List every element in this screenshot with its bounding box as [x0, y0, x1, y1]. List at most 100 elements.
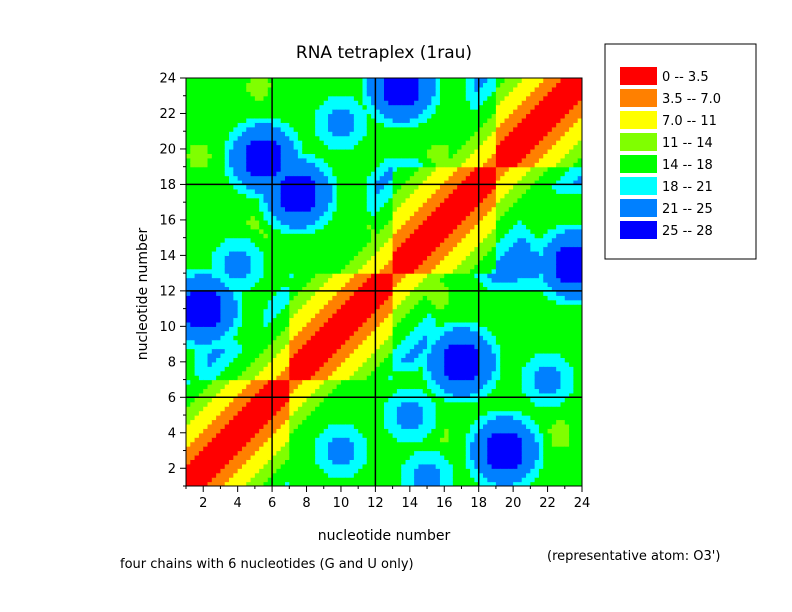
heatmap-cell	[405, 397, 411, 403]
heatmap-cell	[409, 339, 415, 345]
heatmap-cell	[207, 472, 213, 478]
heatmap-cell	[237, 446, 243, 452]
heatmap-cell	[306, 370, 312, 376]
heatmap-cell	[241, 286, 247, 292]
heatmap-cell	[332, 375, 338, 381]
heatmap-cell	[203, 162, 209, 168]
heatmap-cell	[297, 428, 303, 434]
heatmap-cell	[198, 122, 204, 128]
heatmap-cell	[396, 463, 402, 469]
heatmap-cell	[276, 423, 282, 429]
heatmap-cell	[297, 264, 303, 270]
heatmap-cell	[396, 250, 402, 256]
heatmap-cell	[237, 193, 243, 199]
heatmap-cell	[401, 348, 407, 354]
heatmap-cell	[190, 326, 196, 332]
heatmap-cell	[396, 166, 402, 172]
heatmap-cell	[293, 180, 299, 186]
heatmap-cell	[362, 109, 368, 115]
heatmap-cell	[319, 215, 325, 221]
heatmap-cell	[414, 171, 420, 177]
heatmap-cell	[259, 113, 265, 119]
heatmap-cell	[190, 463, 196, 469]
heatmap-cell	[293, 246, 299, 252]
heatmap-cell	[280, 184, 286, 190]
heatmap-cell	[414, 259, 420, 265]
heatmap-cell	[371, 415, 376, 421]
heatmap-cell	[280, 428, 286, 434]
heatmap-cell	[375, 188, 381, 194]
heatmap-cell	[332, 401, 338, 407]
heatmap-cell	[216, 140, 222, 146]
heatmap-cell	[409, 406, 415, 412]
heatmap-cell	[267, 175, 273, 181]
heatmap-cell	[285, 428, 290, 434]
heatmap-cell	[186, 339, 191, 345]
heatmap-cell	[388, 401, 394, 407]
heatmap-cell	[246, 153, 252, 159]
heatmap-cell	[315, 286, 321, 292]
heatmap-cell	[362, 184, 368, 190]
heatmap-cell	[310, 481, 316, 486]
heatmap-cell	[319, 290, 325, 296]
heatmap-cell	[375, 282, 381, 288]
heatmap-cell	[229, 397, 234, 403]
heatmap-cell	[203, 379, 209, 385]
heatmap-cell	[297, 454, 303, 460]
heatmap-cell	[220, 468, 226, 474]
heatmap-cell	[345, 264, 351, 270]
heatmap-cell	[267, 388, 273, 394]
heatmap-cell	[310, 397, 316, 403]
heatmap-cell	[241, 339, 247, 345]
heatmap-cell	[396, 126, 402, 132]
heatmap-cell	[306, 246, 312, 252]
heatmap-cell	[336, 264, 342, 270]
heatmap-cell	[371, 352, 376, 358]
heatmap-cell	[267, 326, 273, 332]
heatmap-cell	[401, 366, 407, 372]
heatmap-cell	[289, 202, 295, 208]
heatmap-cell	[229, 468, 234, 474]
heatmap-cell	[414, 459, 420, 465]
heatmap-cell	[250, 477, 256, 483]
heatmap-cell	[328, 313, 333, 319]
heatmap-cell	[392, 268, 398, 274]
heatmap-cell	[375, 264, 381, 270]
heatmap-cell	[401, 321, 407, 327]
heatmap-cell	[332, 481, 338, 486]
heatmap-cell	[259, 361, 265, 367]
heatmap-cell	[254, 361, 260, 367]
heatmap-cell	[220, 117, 226, 123]
heatmap-cell	[237, 321, 243, 327]
heatmap-cell	[237, 401, 243, 407]
heatmap-cell	[353, 250, 359, 256]
heatmap-cell	[289, 313, 295, 319]
heatmap-cell	[328, 91, 333, 97]
heatmap-cell	[375, 419, 381, 425]
heatmap-cell	[237, 215, 243, 221]
heatmap-cell	[190, 144, 196, 150]
heatmap-cell	[267, 82, 273, 88]
heatmap-cell	[302, 117, 308, 123]
heatmap-cell	[323, 202, 329, 208]
heatmap-cell	[409, 259, 415, 265]
heatmap-cell	[241, 308, 247, 314]
heatmap-cell	[259, 406, 265, 412]
heatmap-cell	[233, 397, 239, 403]
heatmap-cell	[267, 202, 273, 208]
heatmap-cell	[405, 401, 411, 407]
heatmap-cell	[280, 472, 286, 478]
heatmap-cell	[241, 86, 247, 92]
heatmap-cell	[375, 175, 381, 181]
heatmap-cell	[409, 246, 415, 252]
heatmap-cell	[336, 184, 342, 190]
heatmap-cell	[267, 330, 273, 336]
heatmap-cell	[229, 295, 234, 301]
heatmap-cell	[366, 242, 372, 248]
heatmap-cell	[353, 348, 359, 354]
heatmap-cell	[259, 180, 265, 186]
heatmap-cell	[332, 392, 338, 398]
heatmap-cell	[254, 321, 260, 327]
heatmap-cell	[224, 392, 230, 398]
heatmap-cell	[371, 472, 376, 478]
